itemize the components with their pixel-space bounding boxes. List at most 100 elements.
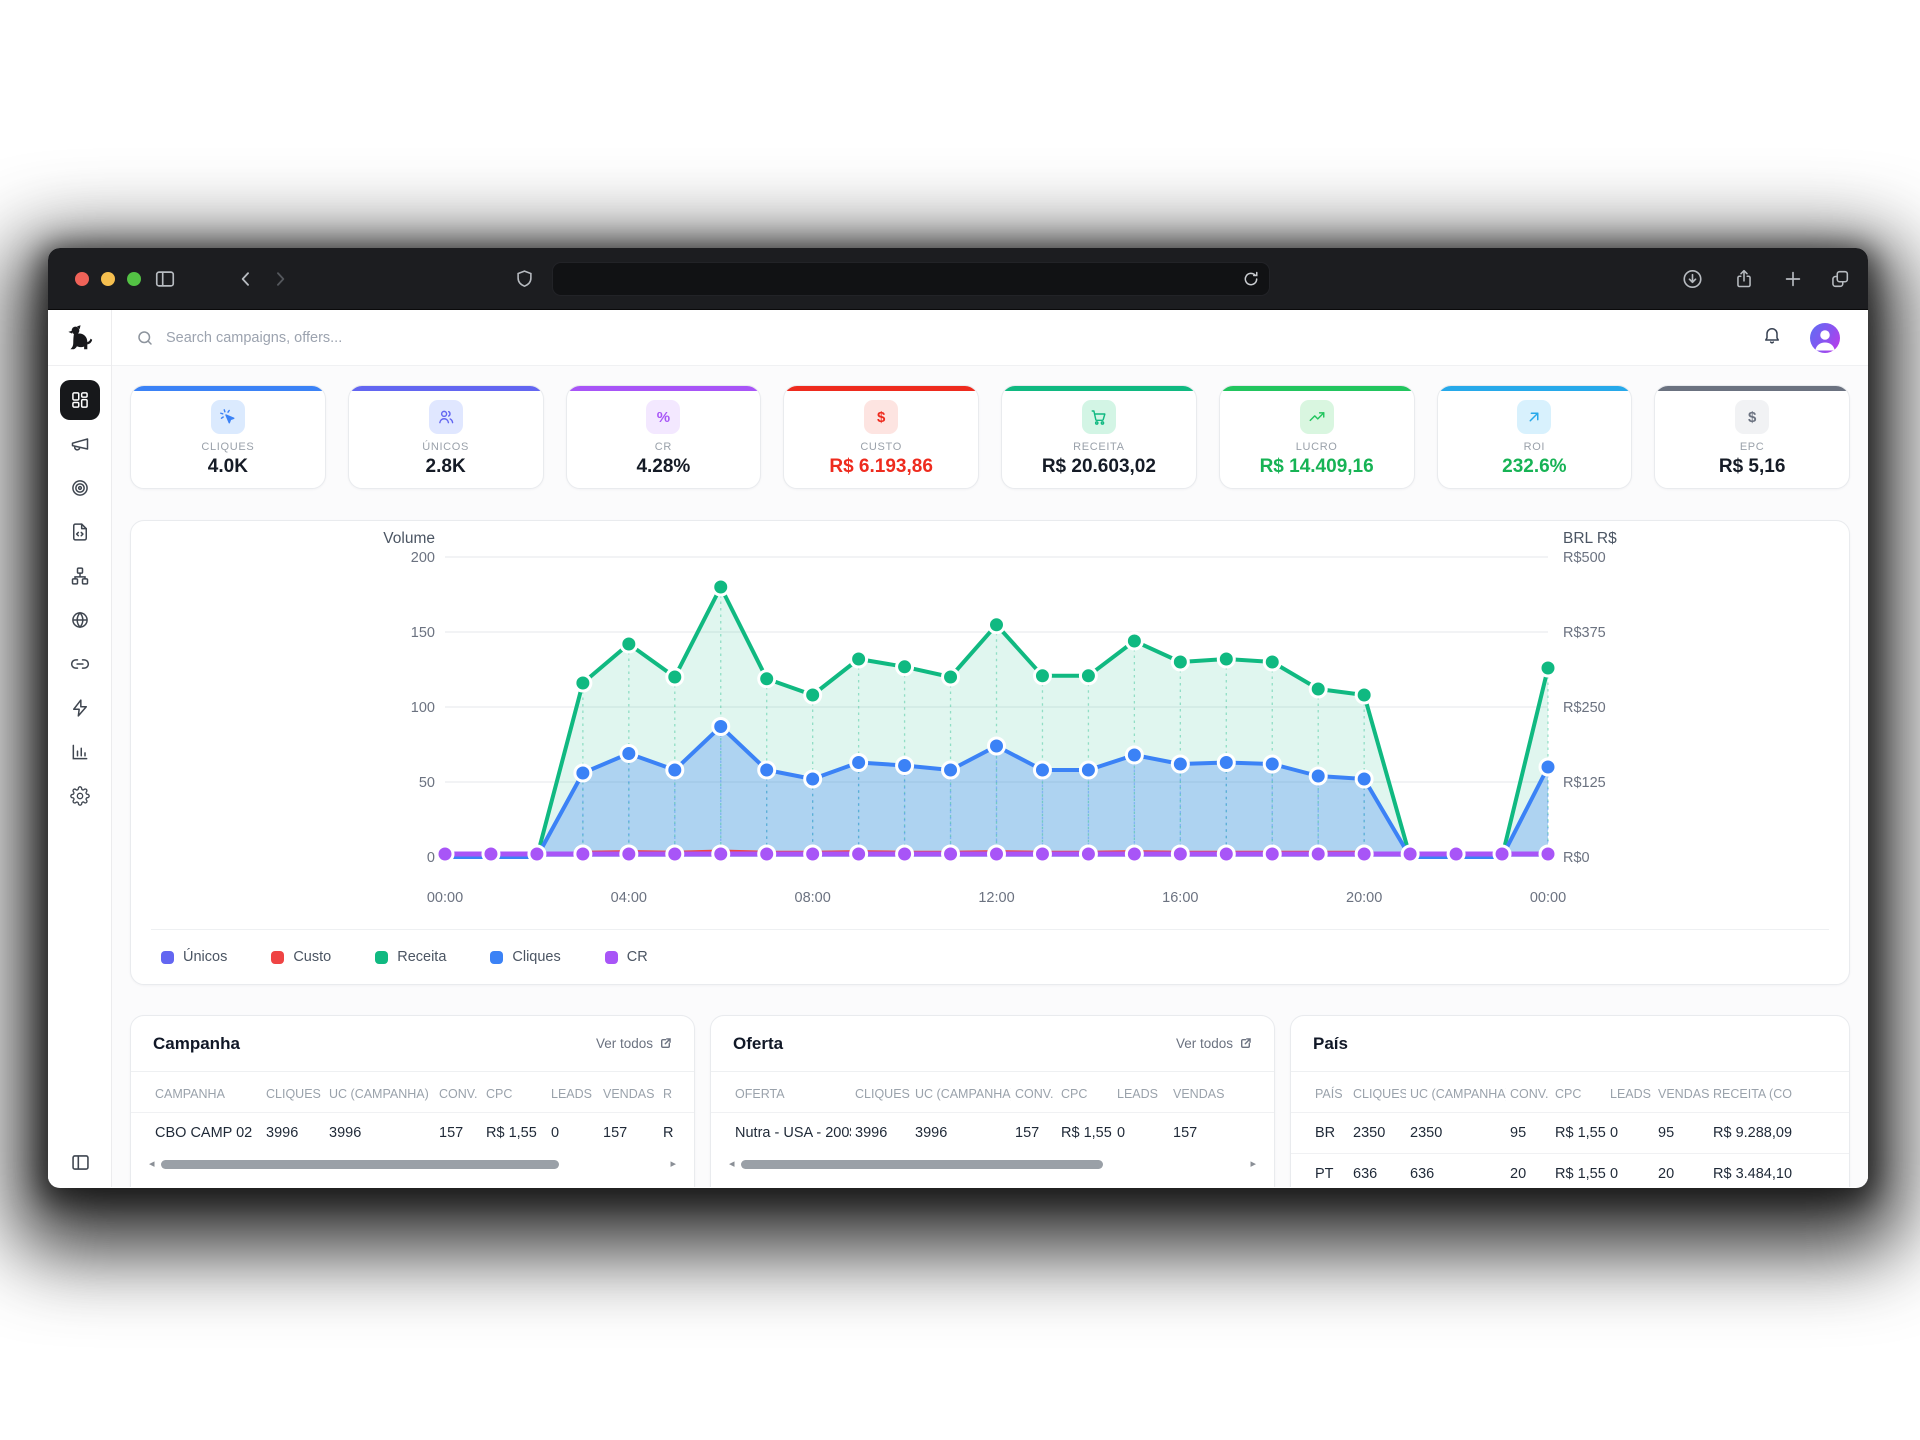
scroll-right-arrow[interactable]: ▸	[1250, 1158, 1256, 1170]
svg-text:08:00: 08:00	[795, 890, 831, 906]
table-header-row: PAÍS CLIQUES UC (CAMPANHA) CONV. CPC LEADS VEN…	[1315, 1087, 1792, 1101]
table-row: CBO CAMP 02 3996 3996 157 R$ 1,55 0 157 R	[131, 1112, 694, 1153]
oferta-title: Oferta	[733, 1033, 784, 1053]
downloads-icon[interactable]	[1681, 267, 1704, 290]
scrollbar-thumb[interactable]	[160, 1160, 559, 1169]
breakdown-tables-row: Campanha Ver todos CAMPANHA CLIQUES UC (CA…	[130, 1015, 1850, 1187]
trending-up-icon	[1299, 400, 1334, 434]
svg-text:R$375: R$375	[1563, 625, 1606, 641]
scroll-left-arrow[interactable]: ◂	[729, 1158, 735, 1170]
svg-text:150: 150	[411, 625, 435, 641]
sidebar-item-links[interactable]	[60, 644, 100, 684]
traffic-chart-card: 0 50 100 150 200 R$0 R$125 R$250 R$375 R$500 Volum…	[130, 520, 1850, 985]
kpi-label: ROI	[1523, 441, 1546, 453]
svg-text:00:00: 00:00	[427, 890, 463, 906]
sidebar-item-dashboard[interactable]	[59, 380, 100, 420]
sidebar-collapse-toggle[interactable]	[48, 1152, 112, 1173]
tab-overview-icon[interactable]	[1829, 268, 1851, 290]
search-icon	[138, 330, 152, 345]
app-sidebar	[48, 310, 112, 1187]
kpi-label: CLIQUES	[201, 441, 255, 453]
pais-title: País	[1313, 1033, 1348, 1053]
kpi-card-lucro: LUCRO R$ 14.409,16	[1218, 385, 1415, 489]
svg-text:50: 50	[419, 775, 435, 791]
kpi-card-epc: $ EPC R$ 5,16	[1654, 385, 1850, 489]
legend-swatch	[271, 950, 285, 964]
svg-text:100: 100	[411, 700, 435, 716]
sidebar-item-campaigns[interactable]	[60, 424, 100, 464]
sidebar-item-landers[interactable]	[60, 512, 100, 552]
url-bar[interactable]	[552, 262, 1270, 296]
window-controls	[75, 272, 141, 286]
user-icon	[1815, 329, 1835, 350]
campanha-horizontal-scrollbar[interactable]: ◂ ▸	[131, 1153, 694, 1170]
oferta-see-all-link[interactable]: Ver todos	[1176, 1036, 1252, 1051]
back-icon[interactable]	[236, 269, 256, 289]
sidebar-item-offers[interactable]	[60, 468, 100, 508]
sitemap-icon	[71, 567, 88, 585]
app-topbar	[112, 310, 1868, 366]
legend-item-unicos[interactable]: Únicos	[161, 949, 227, 965]
reload-icon[interactable]	[1241, 269, 1261, 294]
new-tab-icon[interactable]	[1782, 268, 1804, 290]
close-window-button[interactable]	[75, 272, 89, 286]
panel-left-icon	[71, 1155, 89, 1170]
kpi-value: 4.28%	[636, 456, 691, 477]
dashboard-content: CLIQUES 4.0K ÚNICOS 2.8K % CR	[112, 366, 1868, 1187]
sidebar-item-flows[interactable]	[60, 556, 100, 596]
external-link-icon	[661, 1038, 671, 1048]
search-input[interactable]	[166, 329, 586, 346]
share-icon[interactable]	[1733, 268, 1755, 290]
shield-privacy-icon[interactable]	[514, 268, 535, 289]
scroll-left-arrow[interactable]: ◂	[149, 1158, 155, 1170]
legend-item-custo[interactable]: Custo	[271, 949, 331, 965]
oferta-horizontal-scrollbar[interactable]: ◂ ▸	[711, 1153, 1274, 1170]
mouse-pointer-click-icon	[210, 400, 245, 434]
table-row: PT 636 636 20 R$ 1,55 0 20 R$ 3.484,10	[1291, 1153, 1849, 1187]
notifications-bell-icon[interactable]	[1762, 325, 1782, 350]
legend-item-cliques[interactable]: Cliques	[490, 949, 561, 965]
kpi-card-cliques: CLIQUES 4.0K	[130, 385, 326, 489]
legend-item-cr[interactable]: CR	[604, 949, 648, 965]
external-link-icon	[1241, 1038, 1251, 1048]
svg-text:0: 0	[427, 850, 435, 866]
file-code-icon	[72, 523, 87, 541]
oferta-card: Oferta Ver todos OFERTA CLIQUES UC (CAMPAN…	[710, 1015, 1275, 1187]
sidebar-item-automation[interactable]	[60, 688, 100, 728]
svg-text:R$250: R$250	[1563, 700, 1606, 716]
zoom-window-button[interactable]	[127, 272, 141, 286]
bar-chart-icon	[72, 744, 87, 760]
sidebar-item-domains[interactable]	[60, 600, 100, 640]
kpi-row: CLIQUES 4.0K ÚNICOS 2.8K % CR	[130, 385, 1850, 489]
dollar-icon: $	[864, 400, 899, 434]
pais-card: País PAÍS CLIQUES UC (CAMPANHA) CONV. CPC LEA…	[1290, 1015, 1850, 1187]
kpi-value: R$ 5,16	[1718, 456, 1786, 477]
browser-titlebar	[48, 248, 1868, 310]
legend-item-receita[interactable]: Receita	[375, 949, 446, 965]
kpi-value: R$ 14.409,16	[1259, 456, 1374, 477]
scrollbar-thumb[interactable]	[740, 1160, 1104, 1169]
sidebar-item-reports[interactable]	[60, 732, 100, 772]
app-logo[interactable]	[48, 310, 111, 366]
user-avatar[interactable]	[1810, 322, 1840, 353]
browser-sidebar-toggle-icon[interactable]	[154, 268, 176, 290]
search-bar[interactable]	[136, 329, 1750, 347]
svg-text:04:00: 04:00	[611, 890, 647, 906]
sidebar-item-settings[interactable]	[60, 776, 100, 816]
zap-icon	[72, 699, 87, 717]
app-root: CLIQUES 4.0K ÚNICOS 2.8K % CR	[48, 310, 1868, 1187]
minimize-window-button[interactable]	[101, 272, 115, 286]
svg-text:Volume: Volume	[383, 530, 435, 547]
scroll-right-arrow[interactable]: ▸	[670, 1158, 676, 1170]
campanha-see-all-link[interactable]: Ver todos	[596, 1036, 672, 1051]
kpi-label: CUSTO	[860, 441, 902, 453]
dollar-icon: $	[1735, 400, 1770, 434]
kpi-card-receita: RECEITA R$ 20.603,02	[1001, 385, 1197, 489]
kpi-label: EPC	[1739, 441, 1765, 453]
kpi-value: 4.0K	[207, 456, 248, 477]
forward-icon[interactable]	[270, 269, 290, 289]
kpi-value: R$ 6.193,86	[829, 456, 933, 477]
campanha-card: Campanha Ver todos CAMPANHA CLIQUES UC (CA…	[130, 1015, 695, 1187]
kpi-value: 232.6%	[1502, 456, 1567, 477]
